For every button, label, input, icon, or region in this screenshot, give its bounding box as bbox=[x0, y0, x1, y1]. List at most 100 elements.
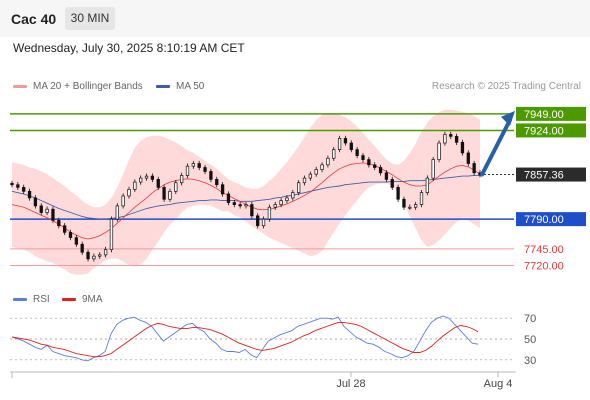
candle-body bbox=[402, 198, 406, 208]
level-label-0: 7949.00 bbox=[524, 109, 564, 121]
timeframe-button[interactable]: 30 MIN bbox=[65, 7, 115, 30]
candle-body bbox=[443, 134, 447, 144]
level-label-1: 7924.00 bbox=[524, 125, 564, 137]
candle-body bbox=[103, 249, 108, 256]
candle-body bbox=[185, 165, 190, 176]
candle-body bbox=[256, 215, 260, 227]
candle-body bbox=[74, 237, 79, 245]
legend-ma50-label: MA 50 bbox=[176, 81, 205, 92]
ma20-swatch bbox=[13, 85, 27, 88]
candle-body bbox=[390, 179, 394, 188]
candle-body bbox=[150, 175, 155, 180]
candle-body bbox=[39, 205, 43, 213]
candle-body bbox=[68, 232, 73, 239]
candle-body bbox=[10, 183, 14, 186]
candle-body bbox=[361, 155, 365, 160]
level-label-box-3 bbox=[516, 212, 586, 227]
forecast-arrow-shaft bbox=[480, 117, 512, 177]
candle-body bbox=[162, 187, 166, 200]
level-label-4: 7745.00 bbox=[524, 244, 564, 256]
candle-body bbox=[367, 159, 371, 166]
candle-body bbox=[396, 187, 400, 200]
candle-body bbox=[209, 171, 213, 180]
level-label-3: 7790.00 bbox=[524, 214, 564, 226]
candle-body bbox=[139, 177, 143, 183]
rsi-tick-70: 70 bbox=[524, 313, 536, 325]
candle-body bbox=[308, 173, 312, 179]
candle-body bbox=[180, 175, 184, 184]
candle-body bbox=[115, 205, 119, 220]
candle-body bbox=[337, 138, 342, 150]
candle-body bbox=[156, 179, 160, 188]
level-label-5: 7720.00 bbox=[524, 260, 564, 272]
candle-body bbox=[291, 192, 295, 199]
candle-body bbox=[425, 177, 429, 194]
candle-body bbox=[51, 208, 55, 221]
candle-body bbox=[27, 190, 32, 199]
candle-body bbox=[302, 177, 307, 184]
candle-body bbox=[472, 163, 476, 174]
candle-body bbox=[57, 220, 61, 227]
candle-body bbox=[449, 134, 453, 137]
candle-body bbox=[92, 255, 96, 260]
candle-body bbox=[267, 206, 272, 220]
candle-body bbox=[121, 195, 125, 207]
candle-body bbox=[279, 200, 283, 205]
level-label-2: 7857.36 bbox=[524, 170, 564, 182]
candle-body bbox=[109, 218, 114, 250]
top-bar: Cac 40 30 MIN bbox=[0, 0, 590, 37]
candle-body bbox=[197, 163, 201, 168]
x-tick-label-1: Aug 4 bbox=[484, 378, 513, 390]
rsi-line bbox=[11, 315, 479, 362]
bollinger-band bbox=[12, 109, 480, 275]
candle-body bbox=[349, 142, 353, 150]
candle-body bbox=[408, 206, 412, 209]
candle-body bbox=[98, 254, 102, 257]
level-label-box-2 bbox=[516, 167, 586, 182]
candle-body bbox=[373, 164, 377, 168]
candle-body bbox=[261, 218, 266, 227]
candle-body bbox=[127, 188, 131, 197]
candle-body bbox=[343, 138, 348, 144]
candle-body bbox=[22, 187, 26, 192]
candle-body bbox=[45, 208, 49, 213]
candle-body bbox=[80, 243, 84, 253]
candle-body bbox=[285, 197, 289, 201]
rsi-tick-50: 50 bbox=[524, 334, 536, 346]
candle-body bbox=[133, 181, 137, 190]
candle-body bbox=[414, 204, 418, 208]
candle-body bbox=[250, 204, 254, 217]
candle-body bbox=[437, 142, 441, 160]
candle-body bbox=[220, 184, 225, 195]
candle-body bbox=[203, 167, 207, 172]
candle-body bbox=[238, 204, 242, 207]
symbol-label: Cac 40 bbox=[11, 11, 57, 27]
candle-body bbox=[33, 197, 38, 207]
datetime-label: Wednesday, July 30, 2025 8:10:19 AM CET bbox=[13, 41, 245, 55]
candle-body bbox=[431, 159, 435, 179]
candle-body bbox=[384, 172, 389, 180]
rsi-ma-swatch bbox=[62, 298, 76, 301]
legend-ma20-label: MA 20 + Bollinger Bands bbox=[33, 81, 143, 92]
candle-body bbox=[460, 142, 465, 154]
candle-body bbox=[86, 251, 90, 260]
candle-body bbox=[226, 193, 231, 203]
candle-body bbox=[191, 163, 196, 167]
candle-body bbox=[466, 152, 470, 164]
legend-rsi-ma-label: 9MA bbox=[82, 294, 103, 305]
candle-body bbox=[326, 157, 330, 166]
legend-ma20: MA 20 + Bollinger Bands bbox=[13, 81, 143, 92]
candle-body bbox=[297, 182, 301, 194]
candle-body bbox=[355, 149, 359, 156]
candle-body bbox=[332, 149, 336, 159]
level-label-box-0 bbox=[516, 106, 586, 121]
candle-body bbox=[314, 169, 318, 175]
candle-body bbox=[174, 182, 178, 192]
rsi-swatch bbox=[13, 298, 27, 301]
candle-body bbox=[419, 192, 424, 205]
candle-body bbox=[168, 190, 172, 200]
candle-body bbox=[454, 136, 459, 143]
level-label-box-1 bbox=[516, 123, 586, 138]
legend-rsi-ma: 9MA bbox=[62, 294, 103, 305]
